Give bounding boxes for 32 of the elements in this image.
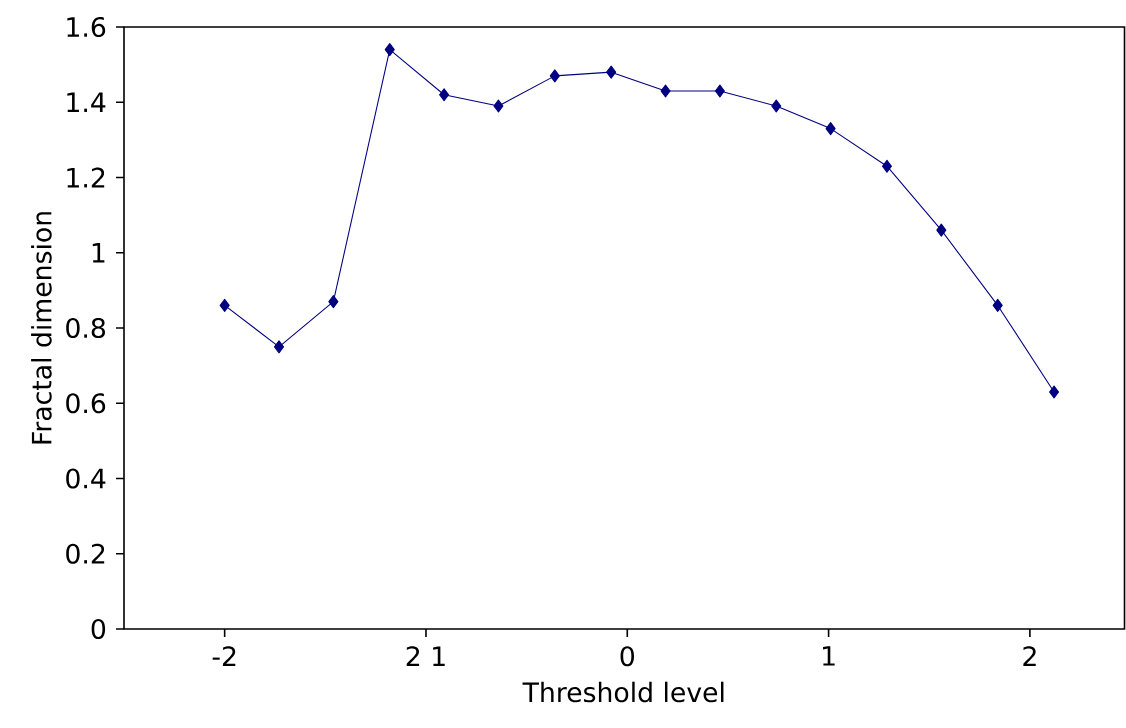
point — [549, 69, 560, 83]
y-tick-label: 0.4 — [66, 468, 106, 489]
x-tick-label: 2 — [1023, 646, 1036, 666]
point — [771, 99, 782, 113]
y-axis-title: Fractal dimension — [31, 212, 52, 444]
point — [1049, 385, 1060, 399]
y-tick-label: 1 — [92, 243, 105, 263]
point — [439, 88, 450, 102]
point — [219, 298, 230, 312]
point — [825, 122, 836, 136]
y-tick-label: 1.2 — [67, 167, 105, 188]
point — [273, 340, 285, 354]
point — [992, 298, 1003, 312]
y-tick-label: 1.4 — [67, 92, 106, 112]
x-tick-label: -2 — [212, 646, 236, 666]
point — [328, 295, 339, 309]
y-tick-label: 0 — [91, 618, 106, 640]
y-tick-label: 0.8 — [66, 317, 106, 339]
point — [881, 159, 893, 173]
y-tick-label: 0.6 — [66, 393, 106, 414]
point — [714, 84, 725, 98]
point — [606, 65, 617, 79]
y-tick-label: 0.2 — [66, 543, 105, 564]
x-tick-label: 1 — [823, 646, 835, 666]
point — [936, 223, 947, 237]
x-axis-title: Threshold level — [522, 681, 724, 703]
point — [493, 99, 504, 113]
y-tick-label: 1.6 — [67, 16, 106, 38]
x-tick-label: 0 — [620, 646, 634, 667]
x-tick-label: 2 1 — [406, 646, 445, 666]
point — [384, 43, 395, 57]
point — [660, 84, 671, 98]
